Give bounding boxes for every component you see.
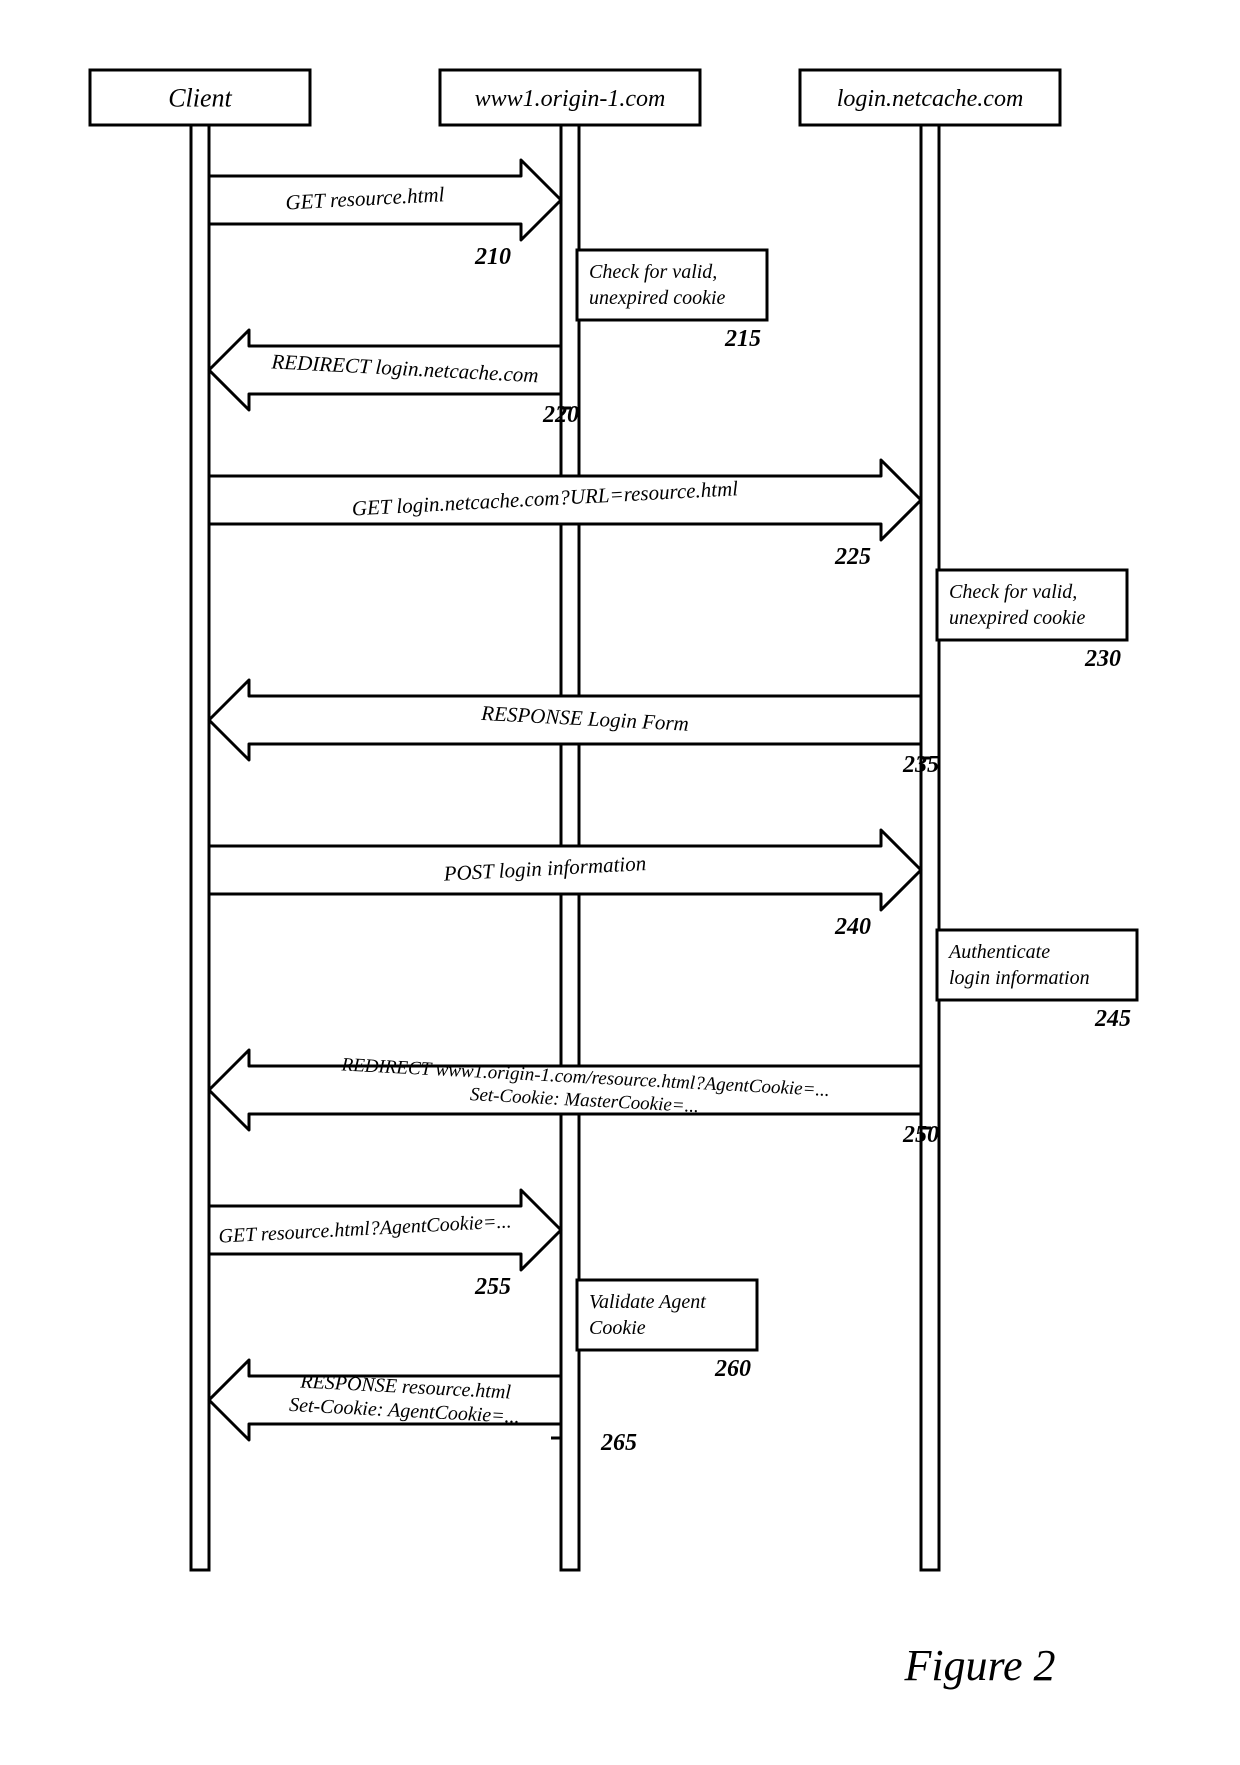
note-text1-230: Check for valid, (949, 581, 1077, 603)
note-text1-260: Validate Agent (589, 1291, 706, 1313)
note-text2-260: Cookie (589, 1317, 646, 1339)
message-ref-240: 240 (834, 914, 871, 940)
note-ref-230: 230 (1084, 646, 1121, 672)
lifeline-netcache (921, 125, 939, 1570)
message-ref-225: 225 (834, 544, 871, 570)
note-text1-215: Check for valid, (589, 261, 717, 283)
lifeline-client (191, 125, 209, 1570)
message-ref-250: 250 (902, 1122, 939, 1148)
message-ref-235: 235 (902, 752, 939, 778)
participant-label-origin: www1.origin-1.com (475, 86, 666, 112)
note-text2-215: unexpired cookie (589, 287, 726, 309)
participant-label-client: Client (168, 84, 232, 113)
figure-title: Figure 2 (903, 1641, 1055, 1690)
message-ref-265: 265 (600, 1430, 637, 1456)
note-text2-230: unexpired cookie (949, 607, 1086, 629)
note-ref-215: 215 (724, 326, 761, 352)
note-ref-245: 245 (1094, 1006, 1131, 1032)
participant-label-netcache: login.netcache.com (837, 86, 1024, 112)
message-ref-210: 210 (474, 244, 511, 270)
note-text1-245: Authenticate (947, 941, 1050, 963)
sequence-diagram: Client www1.origin-1.com login.netcache.co… (0, 0, 1240, 1765)
note-text2-245: login information (949, 967, 1090, 989)
message-ref-255: 255 (474, 1274, 511, 1300)
note-ref-260: 260 (714, 1356, 751, 1382)
message-ref-220: 220 (542, 402, 579, 428)
